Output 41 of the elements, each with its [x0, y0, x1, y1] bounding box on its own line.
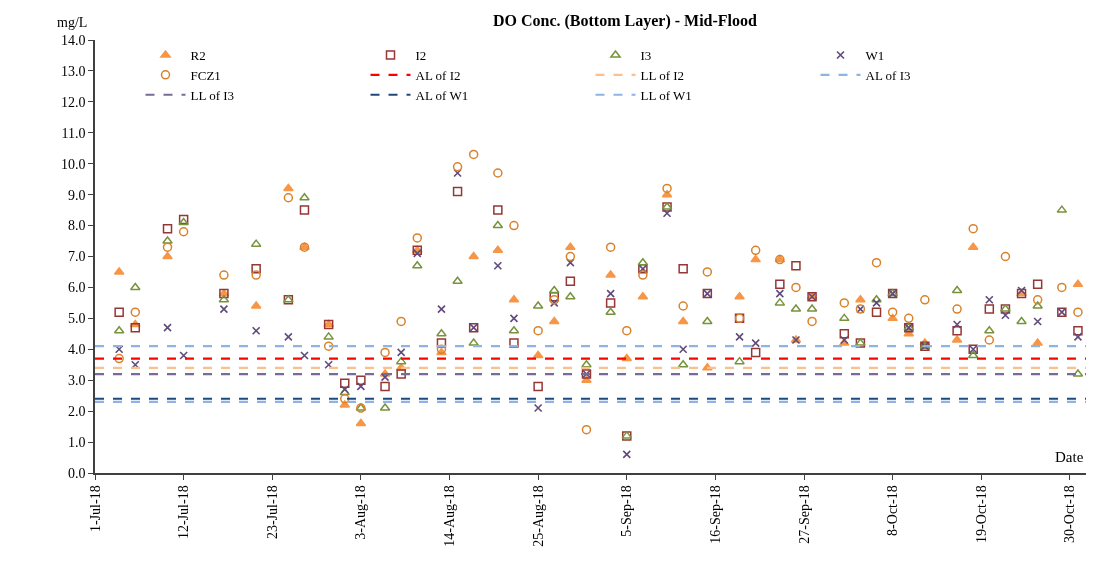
x-tick-label: 8-Oct-18	[885, 485, 901, 536]
legend-label: LL of I2	[640, 67, 685, 83]
legend-label: AL of W1	[415, 87, 469, 103]
legend-label: I2	[415, 48, 427, 64]
x-tick-label: 16-Sep-18	[707, 485, 723, 544]
legend-label: AL of I2	[415, 67, 461, 83]
y-tick-label: 1.0	[67, 434, 86, 450]
x-tick-label: 23-Jul-18	[264, 485, 280, 540]
y-tick-label: 0.0	[67, 465, 86, 481]
x-axis-title: Date	[1055, 449, 1084, 465]
y-axis-title: mg/L	[57, 15, 88, 30]
legend-label: W1	[865, 48, 885, 64]
y-tick-label: 6.0	[67, 280, 86, 296]
y-tick-label: 12.0	[60, 94, 86, 110]
x-tick-label: 25-Aug-18	[530, 485, 546, 547]
x-tick-label: 12-Jul-18	[176, 485, 192, 540]
x-tick-label: 5-Sep-18	[619, 485, 635, 537]
y-tick-label: 10.0	[60, 156, 86, 172]
legend-label: LL of W1	[640, 87, 692, 103]
legend-label: LL of I3	[190, 87, 235, 103]
x-tick-label: 27-Sep-18	[796, 485, 812, 544]
legend-label: FCZ1	[190, 67, 221, 83]
legend-label: R2	[190, 48, 206, 64]
y-tick-label: 2.0	[67, 404, 86, 420]
legend-label: AL of I3	[865, 67, 911, 83]
x-tick-label: 1-Jul-18	[87, 485, 103, 533]
y-tick-label: 8.0	[67, 218, 86, 234]
y-tick-label: 4.0	[67, 342, 86, 358]
y-tick-label: 3.0	[67, 373, 86, 389]
y-tick-label: 7.0	[67, 249, 86, 265]
x-tick-label: 19-Oct-18	[973, 485, 989, 543]
x-tick-label: 30-Oct-18	[1062, 485, 1078, 543]
x-tick-label: 14-Aug-18	[442, 485, 458, 547]
x-tick-label: 3-Aug-18	[353, 485, 369, 540]
y-tick-label: 14.0	[60, 32, 86, 48]
y-tick-label: 13.0	[60, 63, 86, 79]
chart-title: DO Conc. (Bottom Layer) - Mid-Flood	[492, 11, 758, 30]
legend-label: I3	[640, 48, 652, 64]
y-tick-label: 5.0	[67, 311, 86, 327]
y-tick-label: 11.0	[61, 125, 86, 141]
y-tick-label: 9.0	[67, 187, 86, 203]
